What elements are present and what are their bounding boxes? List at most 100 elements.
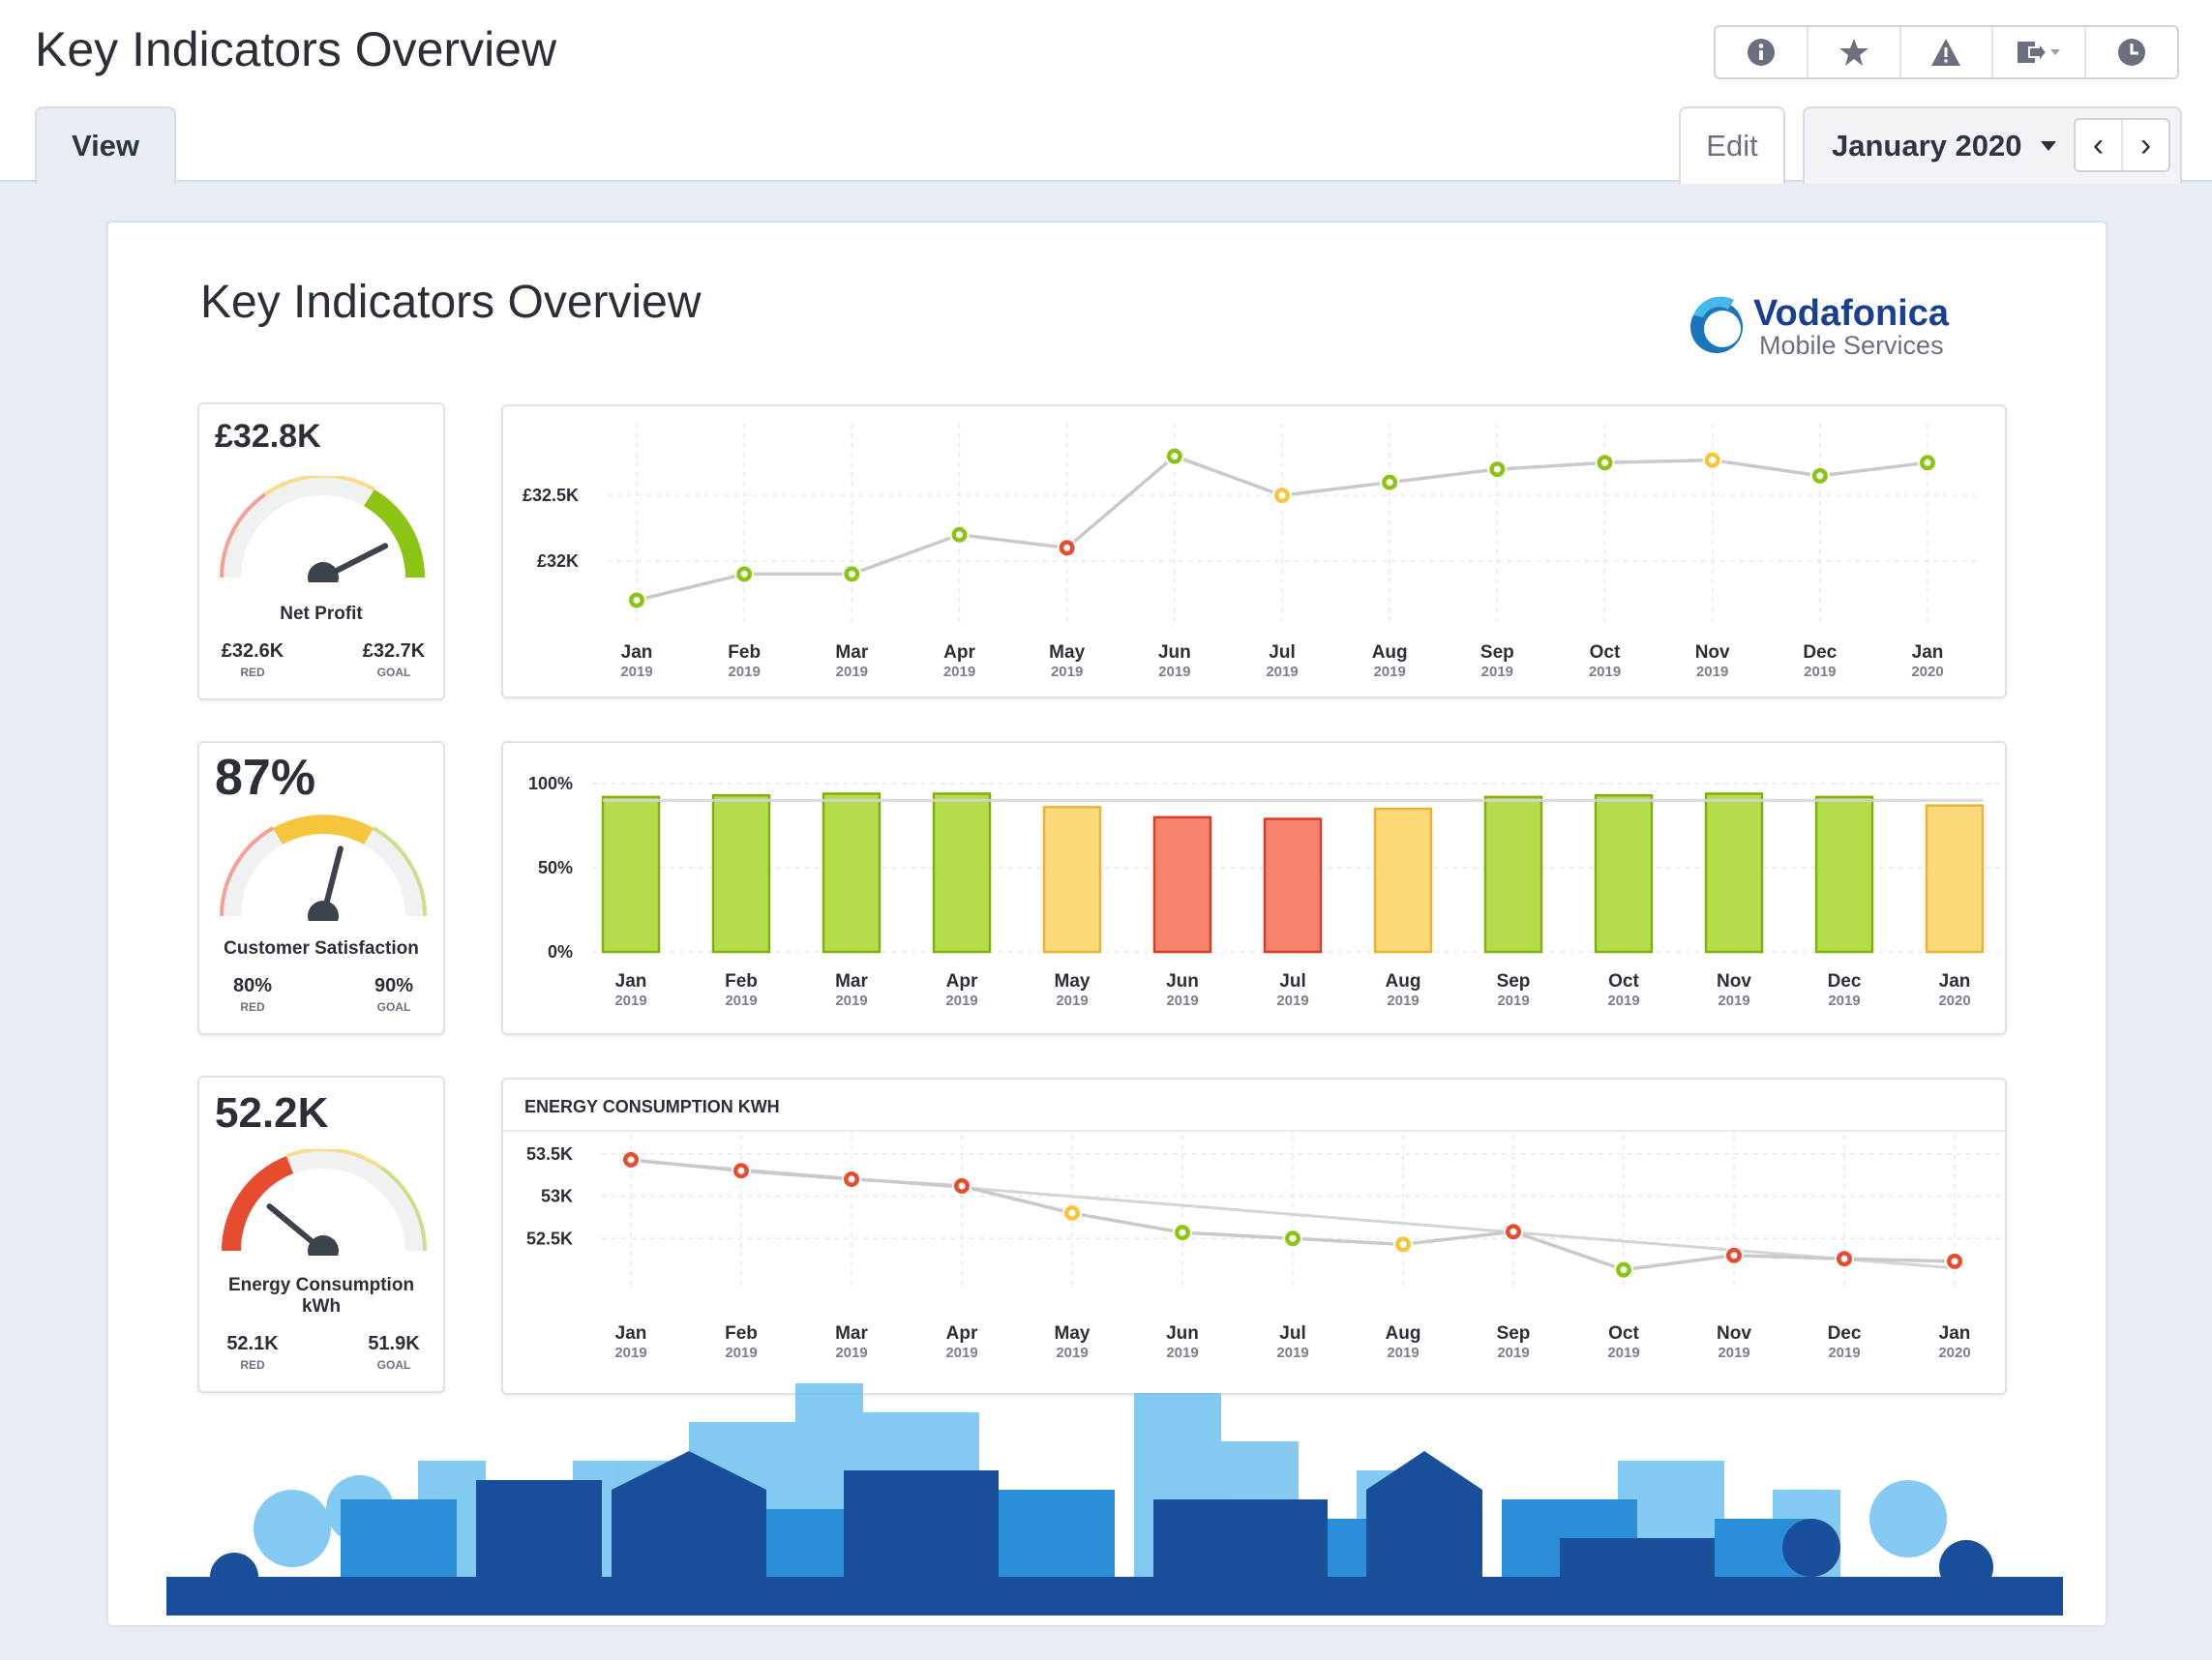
x-tick-year: 2019 — [1497, 1345, 1529, 1361]
data-point-center — [1730, 1252, 1738, 1260]
x-tick-label: Jul — [1269, 642, 1295, 663]
data-point-center — [1063, 544, 1071, 551]
energy-line-chart: 52.5K53K53.5KJan2019Feb2019Mar2019Apr201… — [526, 1132, 2003, 1361]
x-tick-year: 2019 — [1828, 1345, 1860, 1361]
x-tick-label: Feb — [725, 1323, 758, 1344]
chevron-down-icon — [2041, 141, 2057, 151]
x-tick-year: 2019 — [1056, 993, 1088, 1009]
x-tick-year: 2020 — [1938, 1345, 1970, 1361]
x-tick-year: 2019 — [945, 993, 977, 1009]
kpi-card-energy[interactable]: 52.2K Energy Consumption kWh 52.1K RED 5… — [197, 1076, 445, 1393]
x-tick-year: 2019 — [943, 664, 975, 680]
bar — [1042, 806, 1102, 954]
data-point-center — [737, 1167, 745, 1174]
x-tick-label: Sep — [1480, 642, 1514, 663]
data-point-center — [1289, 1234, 1297, 1242]
tab-edit[interactable]: Edit — [1679, 106, 1785, 184]
x-tick-year: 2019 — [1804, 664, 1836, 680]
logo-tagline: Mobile Services — [1759, 331, 1944, 360]
data-point-center — [1493, 465, 1501, 473]
bar — [1152, 815, 1212, 954]
data-point-center — [956, 531, 963, 539]
gauge — [221, 1149, 427, 1256]
x-tick-year: 2019 — [1276, 993, 1308, 1009]
chart-title: ENERGY CONSUMPTION KWH — [503, 1080, 2005, 1132]
energy-chart-card[interactable]: ENERGY CONSUMPTION KWH 52.5K 53K 53.5K Jan 2… — [501, 1078, 2007, 1395]
x-tick-year: 2019 — [620, 664, 652, 680]
bar — [1925, 804, 1985, 954]
prev-period-button[interactable]: ‹ — [2076, 120, 2123, 170]
data-point-center — [1278, 491, 1286, 499]
bar — [711, 793, 771, 954]
bar — [1373, 807, 1433, 954]
x-tick-year: 2020 — [1938, 993, 1970, 1009]
x-tick-year: 2019 — [945, 1345, 977, 1361]
data-point-center — [1816, 472, 1824, 480]
page-title: Key Indicators Overview — [35, 22, 557, 76]
x-tick-label: May — [1055, 971, 1091, 992]
kpi-value: 52.2K — [215, 1089, 329, 1137]
star-icon — [1838, 39, 1868, 66]
x-tick-label: Apr — [946, 971, 978, 992]
x-tick-label: Nov — [1717, 1323, 1751, 1344]
x-tick-label: Apr — [946, 1323, 978, 1344]
city-skyline-illustration — [166, 1383, 2063, 1616]
kpi-card-customer-satisfaction[interactable]: 87% Customer Satisfaction 80% RED 90% GO… — [197, 741, 445, 1035]
x-tick-label: Mar — [835, 642, 868, 663]
x-tick-year: 2019 — [1276, 1345, 1308, 1361]
satisfaction-chart-card[interactable]: 0% 50% 100% Jan 2019 Feb 2019 Mar 2019 Apr 2019 May… — [501, 741, 2013, 1035]
history-button[interactable] — [2086, 27, 2177, 77]
export-button[interactable] — [1993, 27, 2087, 77]
x-tick-label: Sep — [1497, 971, 1531, 992]
bar — [932, 792, 992, 954]
x-tick-year: 2019 — [1266, 664, 1298, 680]
kpi-red-value: £32.6K — [221, 640, 284, 662]
top-bar: Key Indicators Overview — [0, 0, 2212, 184]
x-tick-year: 2019 — [835, 1345, 867, 1361]
kpi-red-value: 52.1K — [226, 1333, 279, 1354]
x-tick-year: 2019 — [1387, 993, 1419, 1009]
data-point-center — [1601, 459, 1608, 466]
x-tick-label: Jun — [1166, 1323, 1199, 1344]
x-tick-year: 2019 — [1607, 1345, 1639, 1361]
x-tick-year: 2019 — [1373, 664, 1405, 680]
next-period-button[interactable]: › — [2139, 126, 2152, 163]
data-point-center — [627, 1156, 635, 1164]
dashboard-title: Key Indicators Overview — [200, 277, 702, 328]
x-tick-label: Nov — [1695, 642, 1730, 663]
data-point-center — [633, 596, 641, 604]
data-point-center — [1386, 479, 1393, 487]
x-tick-label: Jul — [1279, 1323, 1305, 1344]
net-profit-chart-card[interactable]: £32K £32.5K Jan 2019 Feb 2019 Mar 2019 Apr 2019 Ma… — [501, 404, 2007, 698]
x-tick-label: Sep — [1497, 1323, 1531, 1344]
kpi-red-label: RED — [240, 1000, 265, 1014]
x-tick-year: 2019 — [1051, 664, 1083, 680]
warning-icon — [1931, 39, 1961, 66]
x-tick-year: 2019 — [728, 664, 760, 680]
x-tick-year: 2019 — [725, 993, 757, 1009]
x-tick-label: May — [1049, 642, 1085, 663]
dashboard-canvas: Key Indicators Overview Vodafonica Mobil… — [106, 221, 2107, 1627]
x-tick-label: Dec — [1828, 1323, 1862, 1344]
alert-button[interactable] — [1901, 27, 1994, 77]
x-tick-label: Jan — [1939, 1323, 1971, 1344]
data-point-center — [1179, 1229, 1186, 1236]
data-point-center — [848, 1175, 855, 1183]
favorite-button[interactable] — [1808, 27, 1901, 77]
y-tick-label: £32K — [537, 551, 579, 571]
kpi-card-net-profit[interactable]: £32.8K Net Profit £32.6K RED £32.7K GOAL — [197, 402, 445, 700]
x-tick-year: 2019 — [1718, 1345, 1749, 1361]
tab-view[interactable]: View — [35, 106, 176, 184]
x-tick-label: Nov — [1717, 971, 1751, 992]
x-tick-label: Jan — [621, 642, 653, 663]
x-tick-label: Jun — [1158, 642, 1191, 663]
period-nav: ‹ › — [2074, 118, 2170, 172]
kpi-goal-label: GOAL — [376, 1000, 411, 1014]
info-button[interactable] — [1716, 27, 1808, 77]
x-tick-year: 2019 — [1718, 993, 1749, 1009]
x-tick-label: Mar — [835, 971, 868, 992]
x-tick-label: Apr — [943, 642, 975, 663]
bar — [1814, 795, 1874, 954]
x-tick-label: Jun — [1166, 971, 1199, 992]
kpi-name: Customer Satisfaction — [224, 938, 419, 959]
